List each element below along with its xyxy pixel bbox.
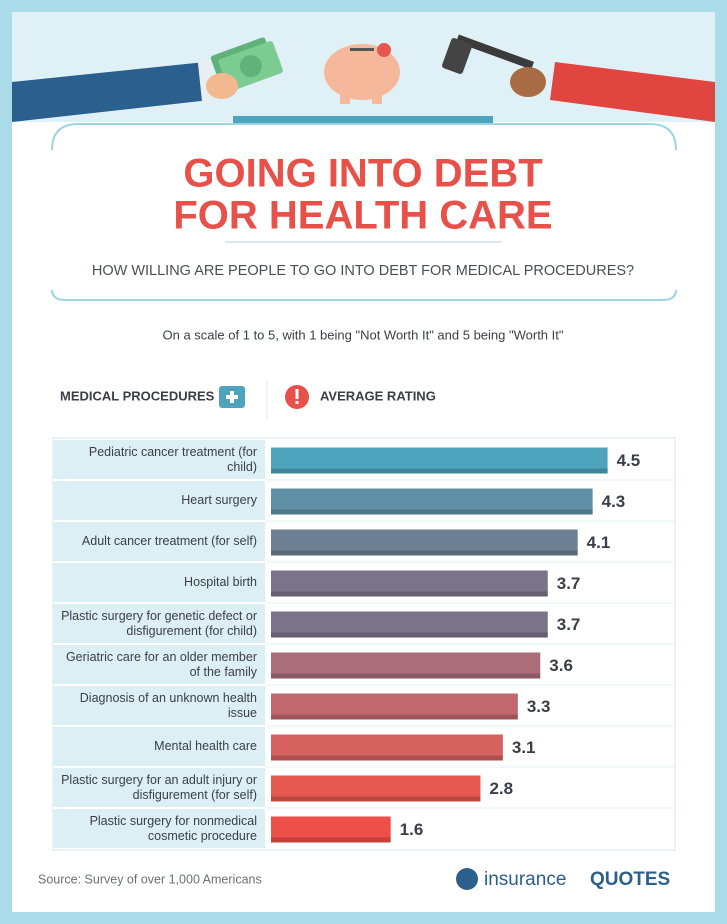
category-label: Geriatric care for an older member of th… — [65, 649, 257, 679]
gavel-head — [442, 38, 472, 74]
category-label: Mental health care — [154, 739, 257, 753]
bar — [271, 570, 548, 597]
coin-slot — [350, 48, 374, 51]
bar-shade — [271, 755, 503, 761]
category-label: Diagnosis of an unknown health issue — [79, 690, 257, 720]
label-cell — [53, 481, 265, 520]
value-label: 3.6 — [549, 656, 573, 675]
value-label: 3.7 — [557, 615, 581, 634]
right-hand — [510, 67, 546, 97]
bar-shade — [271, 632, 548, 638]
bar — [271, 488, 593, 515]
bar-shade — [271, 509, 593, 515]
bar — [271, 447, 608, 474]
note: On a scale of 1 to 5, with 1 being "Not … — [163, 327, 564, 342]
logo-text: QUOTES — [590, 869, 670, 890]
piggy-bank — [324, 44, 400, 100]
category-label: Adult cancer treatment (for self) — [81, 534, 257, 548]
category-label: Plastic surgery for nonmedical cosmetic … — [89, 813, 257, 843]
category-header: MEDICAL PROCEDURES — [60, 388, 215, 403]
bar — [271, 529, 578, 556]
bracket-bottom — [51, 289, 677, 301]
medkit-cross — [226, 395, 238, 399]
bar-shade — [271, 591, 548, 597]
source: Source: Survey of over 1,000 Americans — [38, 872, 262, 886]
bar — [271, 734, 503, 761]
label-cell — [53, 768, 265, 807]
value-label: 1.6 — [400, 820, 424, 839]
gavel-handle — [456, 34, 534, 70]
pig-leg — [372, 92, 382, 104]
value-label: 3.7 — [557, 574, 581, 593]
label-cell — [53, 440, 265, 479]
left-sleeve — [12, 62, 210, 122]
bar — [271, 693, 518, 720]
label-cell — [53, 563, 265, 602]
subtitle: HOW WILLING ARE PEOPLE TO GO INTO DEBT F… — [92, 263, 634, 279]
bar-shade — [271, 714, 518, 720]
bar-shade — [271, 837, 391, 843]
label-cell — [53, 686, 265, 725]
bar-shade — [271, 468, 608, 474]
value-label: 4.5 — [617, 451, 641, 470]
category-label: Hospital birth — [184, 575, 257, 589]
value-header: AVERAGE RATING — [320, 388, 436, 403]
logo-text: insurance — [484, 869, 566, 890]
alert-mark — [295, 401, 299, 404]
category-label: Plastic surgery for genetic defect or di… — [61, 608, 257, 638]
logo-icon — [456, 868, 478, 890]
label-cell — [53, 727, 265, 766]
value-label: 2.8 — [489, 779, 513, 798]
alert-mark — [295, 389, 299, 399]
pig-leg — [340, 92, 350, 104]
bar — [271, 816, 391, 843]
bar-shade — [271, 550, 578, 556]
alert-dot — [377, 43, 391, 57]
value-label: 3.1 — [512, 738, 536, 757]
label-cell — [53, 645, 265, 684]
title-bar — [233, 116, 493, 124]
label-cell — [53, 809, 265, 848]
chart-title: FOR HEALTH CARE — [173, 194, 552, 238]
category-label: Heart surgery — [181, 493, 257, 507]
category-label: Plastic surgery for an adult injury or d… — [61, 772, 257, 802]
value-label: 4.3 — [602, 492, 626, 511]
bar — [271, 775, 481, 802]
bar-shade — [271, 796, 481, 802]
label-cell — [53, 522, 265, 561]
value-label: 4.1 — [587, 533, 611, 552]
chart-title: GOING INTO DEBT — [183, 152, 542, 196]
category-label: Pediatric cancer treatment (for child) — [88, 444, 257, 474]
bar — [271, 652, 541, 679]
value-label: 3.3 — [527, 697, 551, 716]
left-hand — [206, 73, 238, 99]
right-sleeve — [550, 62, 715, 122]
bar-shade — [271, 673, 541, 679]
bar — [271, 611, 548, 638]
bracket-top — [51, 123, 677, 151]
label-cell — [53, 604, 265, 643]
